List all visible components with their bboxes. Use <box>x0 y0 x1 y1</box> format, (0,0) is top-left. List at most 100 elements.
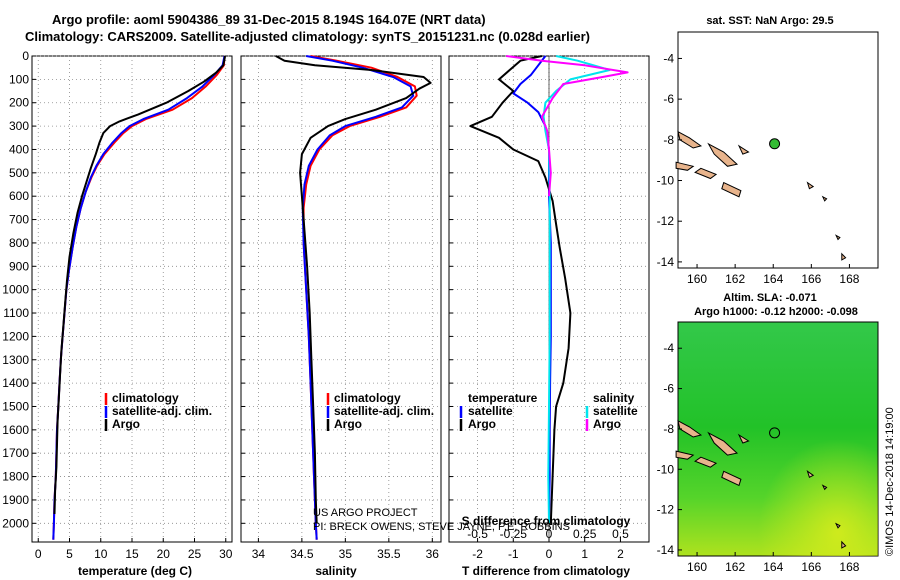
map-x-tick-label: 162 <box>725 272 745 286</box>
imos-credit: ©IMOS 14-Dec-2018 14:19:00 <box>884 407 896 556</box>
legend-s-satellite: satellite <box>593 404 638 418</box>
legend-climatology: climatology <box>334 391 401 405</box>
map-y-tick-label: -14 <box>657 255 675 269</box>
legend-t-satellite: satellite <box>468 404 513 418</box>
island <box>677 130 703 149</box>
y-tick-label: 1900 <box>2 493 29 507</box>
x-tick-label: 1 <box>581 547 588 561</box>
y-tick-label: 700 <box>9 213 29 227</box>
sst-map-axes: 160 162 164 166 168 -4 -6 -8 -10 -12 -14 <box>657 51 860 286</box>
island <box>841 252 847 261</box>
sst-map: 160 162 164 166 168 -4 -6 -8 -10 -12 -14 <box>657 31 879 286</box>
x-tick-label: -2 <box>472 547 483 561</box>
credit-line1: US ARGO PROJECT <box>313 507 418 519</box>
legend-argo: Argo <box>334 417 362 431</box>
sst-map-frame <box>677 31 879 269</box>
difference-legend: temperature satellite Argo salinity sate… <box>459 391 638 431</box>
sla-map: 160 162 164 166 168 -4 -6 -8 -10 -12 -14 <box>657 321 879 574</box>
argo-location-marker <box>769 427 781 439</box>
x-tick-label: 15 <box>125 547 139 561</box>
map-y-tick-label: -4 <box>663 341 674 355</box>
sla-map-title1: Altim. SLA: -0.071 <box>723 292 817 304</box>
legend-salinity-title: salinity <box>593 391 635 405</box>
map-y-tick-label: -12 <box>657 503 675 517</box>
island <box>806 470 815 479</box>
map-y-tick-label: -10 <box>657 174 675 188</box>
legend-argo: Argo <box>112 417 140 431</box>
map-x-tick-label: 160 <box>687 560 707 574</box>
y-tick-label: 1300 <box>2 353 29 367</box>
x-tick-label: 35.5 <box>377 547 401 561</box>
map-x-tick-label: 160 <box>687 272 707 286</box>
map-y-tick-label: -8 <box>663 133 674 147</box>
y-tick-label: 800 <box>9 236 29 250</box>
figure-title-line2: Climatology: CARS2009. Satellite-adjuste… <box>25 29 590 44</box>
salinity-xlabel: salinity <box>315 564 357 578</box>
legend-climatology: climatology <box>112 391 179 405</box>
map-y-tick-label: -10 <box>657 462 675 476</box>
difference-panel: -2 -1 0 1 2-0.5 -0.25 0 0.25 0.5 <box>448 55 650 561</box>
map-x-tick-label: 168 <box>839 272 859 286</box>
sla-field-overlay <box>678 322 878 556</box>
series-line-t-argo <box>469 55 572 524</box>
legend-temperature-title: temperature <box>468 391 538 405</box>
island <box>806 181 815 190</box>
island <box>821 484 828 491</box>
x-tick-label: 35 <box>339 547 353 561</box>
legend-t-argo: Argo <box>468 417 496 431</box>
land-islands <box>675 419 847 549</box>
y-tick-label: 1000 <box>2 283 29 297</box>
y-tick-label: 400 <box>9 142 29 156</box>
x-tick-label: -1 <box>508 547 519 561</box>
salinity-legend: climatology satellite-adj. clim. Argo <box>326 391 434 431</box>
legend-satellite: satellite-adj. clim. <box>112 404 212 418</box>
figure-title-line1: Argo profile: aoml 5904386_89 31-Dec-201… <box>52 12 486 27</box>
legend-satellite: satellite-adj. clim. <box>334 404 434 418</box>
y-tick-label: 1400 <box>2 376 29 390</box>
sst-map-title: sat. SST: NaN Argo: 29.5 <box>706 15 833 27</box>
x-tick-label: 2 <box>617 547 624 561</box>
x2-tick-label: -0.5 <box>467 527 488 541</box>
sla-map-axes: 160 162 164 166 168 -4 -6 -8 -10 -12 -14 <box>657 341 860 574</box>
x-tick-label: 0 <box>546 547 553 561</box>
island <box>721 470 742 487</box>
y-tick-label: 1500 <box>2 399 29 413</box>
y-tick-label: 100 <box>9 72 29 86</box>
map-x-tick-label: 162 <box>725 560 745 574</box>
temperature-panel: 0 5 10 15 20 25 300100200300400500600700800900… <box>2 49 232 561</box>
y-tick-label: 900 <box>9 259 29 273</box>
x2-tick-label: 0.25 <box>573 527 597 541</box>
series-line-argo <box>53 55 227 515</box>
x-tick-label: 36 <box>426 547 440 561</box>
land-islands <box>675 130 847 261</box>
x-tick-label: 0 <box>35 547 42 561</box>
island <box>707 431 739 456</box>
x-tick-label: 20 <box>157 547 171 561</box>
difference-xlabel: T difference from climatology <box>462 564 630 578</box>
island <box>841 540 847 549</box>
map-y-tick-label: -8 <box>663 422 674 436</box>
island <box>694 456 718 468</box>
map-x-tick-label: 166 <box>801 560 821 574</box>
map-y-tick-label: -4 <box>663 51 674 65</box>
y-tick-label: 500 <box>9 166 29 180</box>
y-tick-label: 300 <box>9 119 29 133</box>
x-tick-label: 30 <box>219 547 233 561</box>
map-x-tick-label: 164 <box>763 272 783 286</box>
island <box>821 195 828 202</box>
plot-frame <box>240 55 442 543</box>
temperature-xlabel: temperature (deg C) <box>78 564 192 578</box>
x2-tick-label: 0.5 <box>612 527 629 541</box>
x-tick-label: 25 <box>188 547 202 561</box>
map-y-tick-label: -6 <box>663 92 674 106</box>
series-line-s-satellite <box>542 55 611 524</box>
argo-location-marker <box>769 138 781 150</box>
map-y-tick-label: -6 <box>663 382 674 396</box>
island <box>707 142 739 167</box>
island <box>675 161 695 171</box>
map-x-tick-label: 168 <box>839 560 859 574</box>
y-tick-label: 1200 <box>2 329 29 343</box>
x-tick-label: 5 <box>66 547 73 561</box>
x-tick-label: 34 <box>252 547 266 561</box>
